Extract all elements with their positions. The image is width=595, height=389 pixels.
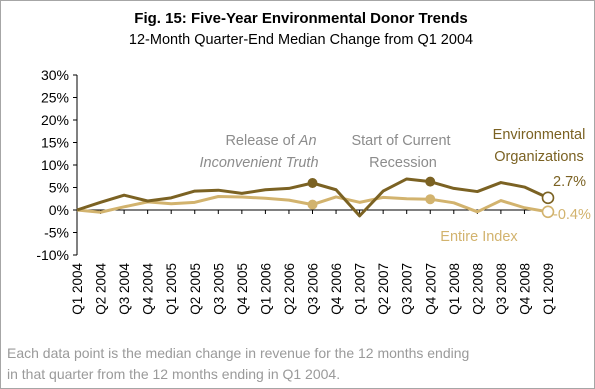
x-tick-label: Q2 2004 (94, 263, 109, 315)
x-tick-label: Q3 2008 (494, 263, 509, 315)
legend-label-entire-index: Entire Index (440, 229, 518, 245)
x-tick-label: Q2 2005 (188, 263, 203, 315)
y-tick-label: 20% (41, 112, 69, 128)
data-point-environmental (307, 178, 318, 188)
x-tick-label: Q1 2008 (447, 263, 462, 315)
y-tick-label: 0% (49, 202, 69, 218)
chart-title: Fig. 15: Five-Year Environmental Donor T… (134, 10, 467, 27)
x-tick-label: Q3 2005 (211, 263, 226, 315)
end-value-entire-index: -0.4% (553, 207, 591, 223)
x-tick-label: Q3 2007 (400, 263, 415, 315)
data-point-environmental (425, 176, 436, 187)
x-tick-label: Q4 2004 (141, 263, 156, 315)
y-tick-label: 25% (41, 90, 69, 106)
x-tick-label: Q1 2009 (541, 263, 556, 315)
data-point-entire-index (307, 199, 318, 210)
x-tick-label: Q1 2004 (70, 263, 85, 315)
y-tick-label: -5% (44, 225, 69, 241)
footnote-line1: Each data point is the median change in … (7, 345, 469, 361)
x-tick-label: Q1 2005 (164, 263, 179, 315)
marker-layer (307, 176, 555, 219)
x-tick-label: Q2 2008 (470, 263, 485, 315)
annotation-recession-line1: Start of Current (351, 133, 450, 149)
end-point-environmental (541, 191, 555, 205)
annotation-recession-line2: Recession (369, 155, 437, 171)
y-tick-label: -10% (36, 247, 69, 263)
y-tick-label: 15% (41, 135, 69, 151)
x-tick-label: Q4 2005 (235, 263, 250, 315)
x-tick-label: Q4 2008 (517, 263, 532, 315)
x-tick-label: Q1 2006 (258, 263, 273, 315)
x-axis: Q1 2004 Q2 2004 Q3 2004 Q4 2004 Q1 2005 Q2 20… (70, 209, 556, 315)
x-tick-label: Q3 2006 (306, 263, 321, 315)
x-tick-label: Q1 2007 (353, 263, 368, 315)
data-point-entire-index (425, 194, 436, 205)
x-tick-label: Q2 2006 (282, 263, 297, 315)
y-tick-label: 30% (41, 67, 69, 83)
y-tick-label: 10% (41, 157, 69, 173)
legend-label-environmental-line1: Environmental (493, 127, 586, 143)
annotation-release-italic: An (298, 133, 317, 149)
annotation-release-line2: Inconvenient Truth (199, 155, 318, 171)
footnote-line2: in that quarter from the 12 months endin… (7, 366, 340, 382)
annotation-release-prefix: Release of (225, 133, 298, 149)
x-tick-label: Q4 2007 (423, 263, 438, 315)
y-axis: 30% 25% 20% 15% 10% 5% 0% -5% -10% (36, 67, 78, 263)
x-tick-label: Q2 2007 (376, 263, 391, 315)
annotation-release-line1: Release of An (225, 133, 316, 149)
y-tick-label: 5% (49, 180, 69, 196)
end-point-entire-index (541, 205, 555, 219)
x-tick-label: Q4 2006 (329, 263, 344, 315)
end-value-environmental: 2.7% (553, 174, 586, 190)
x-tick-label: Q3 2004 (117, 263, 132, 315)
chart-subtitle: 12-Month Quarter-End Median Change from … (129, 32, 473, 48)
legend-label-environmental-line2: Organizations (494, 149, 583, 165)
